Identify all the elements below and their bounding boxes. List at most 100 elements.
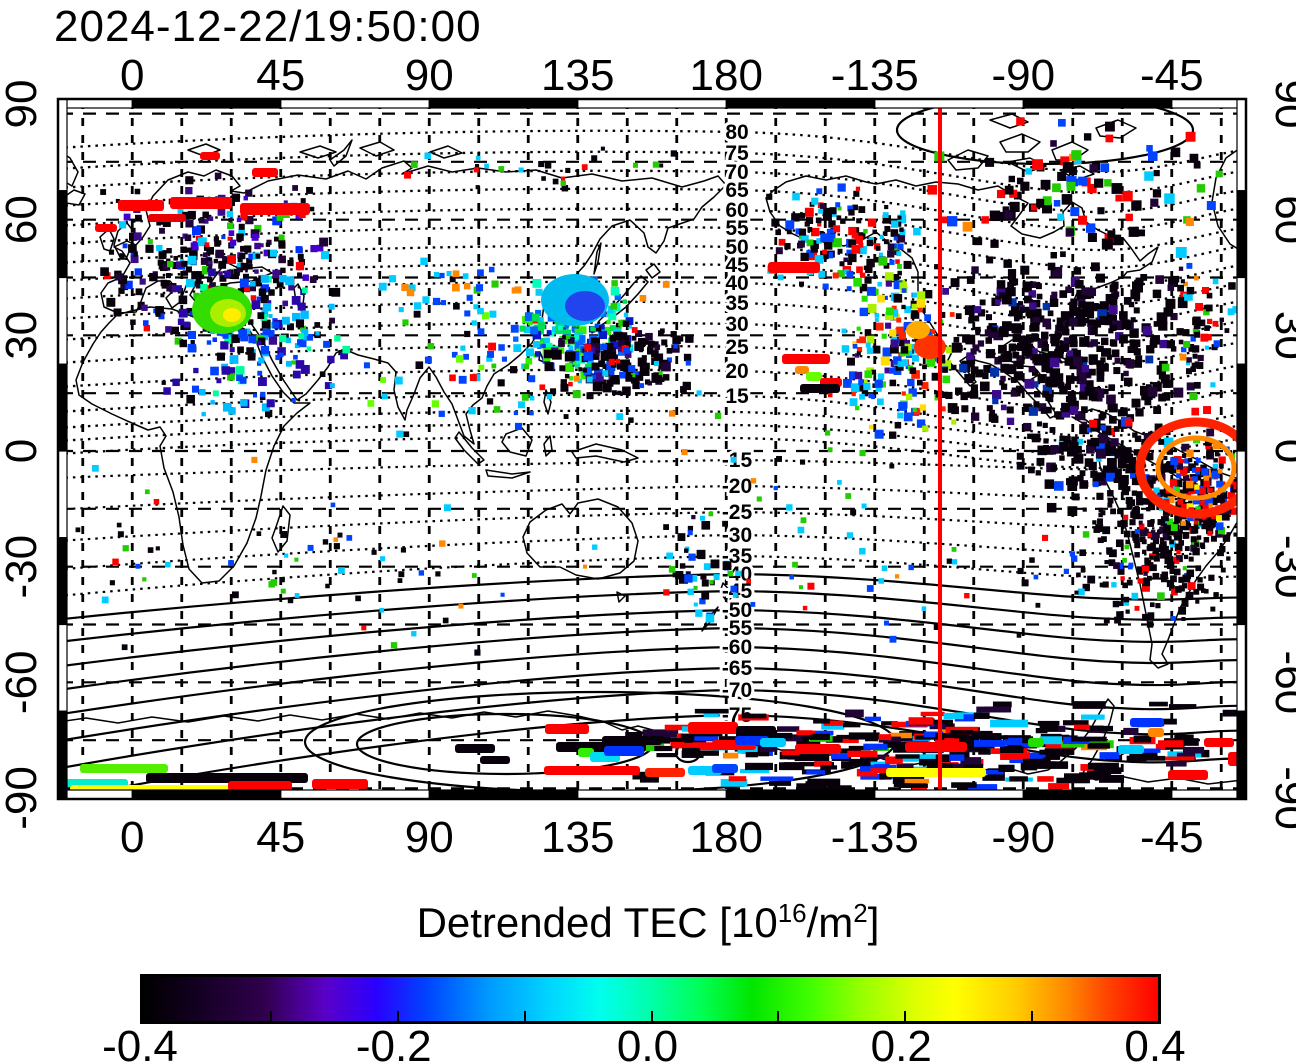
scatter-point — [1100, 424, 1107, 431]
scatter-point — [831, 212, 837, 217]
scatter-point — [1082, 356, 1088, 363]
frame-segment — [57, 276, 68, 365]
scatter-point — [1067, 481, 1078, 492]
scatter-point — [254, 242, 261, 250]
scatter-point — [664, 724, 697, 731]
scatter-point — [228, 217, 233, 223]
scatter-point — [795, 228, 802, 235]
scatter-point — [1188, 500, 1193, 506]
scatter-point — [1099, 411, 1107, 419]
scatter-point — [361, 625, 367, 631]
scatter-point — [1100, 337, 1109, 346]
scatter-point — [464, 310, 471, 317]
scatter-point — [1109, 549, 1117, 558]
scatter-point — [197, 237, 207, 247]
scatter-point — [663, 589, 670, 596]
scatter-point — [827, 447, 833, 453]
scatter-point — [466, 294, 473, 301]
scatter-point — [622, 386, 631, 396]
scatter-point — [796, 783, 825, 791]
scatter-point — [1163, 756, 1195, 761]
colorbar-tick-label: 0.0 — [616, 1022, 679, 1064]
scatter-point — [954, 714, 975, 722]
scatter-point — [1201, 588, 1206, 593]
scatter-point — [878, 578, 885, 584]
scatter-point — [128, 244, 137, 253]
scatter-point — [1045, 752, 1061, 760]
scatter-point — [277, 347, 286, 356]
scatter-point — [701, 591, 710, 600]
scatter-point — [685, 360, 691, 366]
scatter-point — [1140, 385, 1150, 396]
scatter-point — [1131, 592, 1139, 600]
scatter-point — [899, 731, 927, 738]
scatter-point — [1116, 611, 1124, 619]
scatter-point — [670, 741, 695, 749]
scatter-point — [1169, 568, 1175, 575]
scatter-point — [879, 771, 892, 780]
scatter-point — [242, 273, 249, 280]
scatter-point — [998, 344, 1007, 354]
scatter-point — [1059, 385, 1068, 395]
scatter-point — [519, 325, 526, 332]
scatter-point — [1170, 616, 1176, 621]
scatter-point — [1037, 315, 1045, 323]
scatter-point — [538, 160, 545, 168]
scatter-point — [1131, 490, 1138, 496]
scatter-point — [411, 631, 417, 637]
scatter-point — [471, 573, 477, 578]
scatter-point — [595, 326, 602, 332]
scatter-point — [787, 754, 819, 760]
scatter-point — [837, 183, 846, 192]
scatter-point — [814, 255, 824, 264]
scatter-point — [1079, 470, 1086, 477]
scatter-point — [1159, 526, 1166, 533]
scatter-point — [1016, 117, 1025, 126]
scatter-point — [864, 716, 881, 722]
scatter-point — [1180, 503, 1189, 512]
scatter-point — [992, 397, 999, 405]
scatter-point — [1132, 432, 1138, 438]
scatter-point — [160, 279, 168, 287]
scatter-point — [1008, 310, 1016, 317]
scatter-point — [974, 306, 982, 314]
scatter-point — [245, 215, 254, 225]
scatter-point — [363, 362, 370, 369]
scatter-point — [1099, 752, 1120, 759]
scatter-point — [262, 303, 272, 312]
scatter-point — [843, 378, 852, 388]
scatter-point — [898, 332, 907, 340]
data-streak — [455, 744, 495, 753]
scatter-point — [1134, 478, 1141, 486]
scatter-point — [228, 230, 235, 236]
scatter-point — [1166, 340, 1176, 349]
scatter-point — [1194, 542, 1199, 548]
coastline-path — [485, 469, 531, 479]
scatter-point — [826, 228, 835, 237]
scatter-point — [1065, 286, 1072, 294]
scatter-point — [602, 363, 608, 369]
scatter-point — [849, 398, 858, 407]
scatter-point — [254, 224, 262, 233]
scatter-point — [697, 551, 706, 560]
scatter-point — [1220, 567, 1226, 573]
scatter-point — [1142, 613, 1149, 621]
contour-line — [60, 666, 1244, 742]
scatter-point — [206, 246, 214, 255]
contour-line — [60, 645, 1244, 716]
scatter-point — [683, 353, 692, 362]
scatter-point — [856, 351, 861, 356]
scatter-point — [970, 348, 977, 355]
scatter-point — [905, 393, 913, 401]
scatter-point — [1202, 504, 1210, 511]
scatter-point — [196, 271, 205, 279]
scatter-point — [297, 302, 306, 311]
scatter-point — [147, 239, 153, 245]
scatter-point — [1110, 438, 1119, 447]
scatter-point — [1102, 465, 1109, 472]
scatter-point — [1137, 578, 1143, 584]
scatter-point — [806, 239, 814, 247]
scatter-point — [298, 333, 304, 339]
scatter-point — [1184, 546, 1190, 551]
scatter-point — [187, 255, 197, 265]
